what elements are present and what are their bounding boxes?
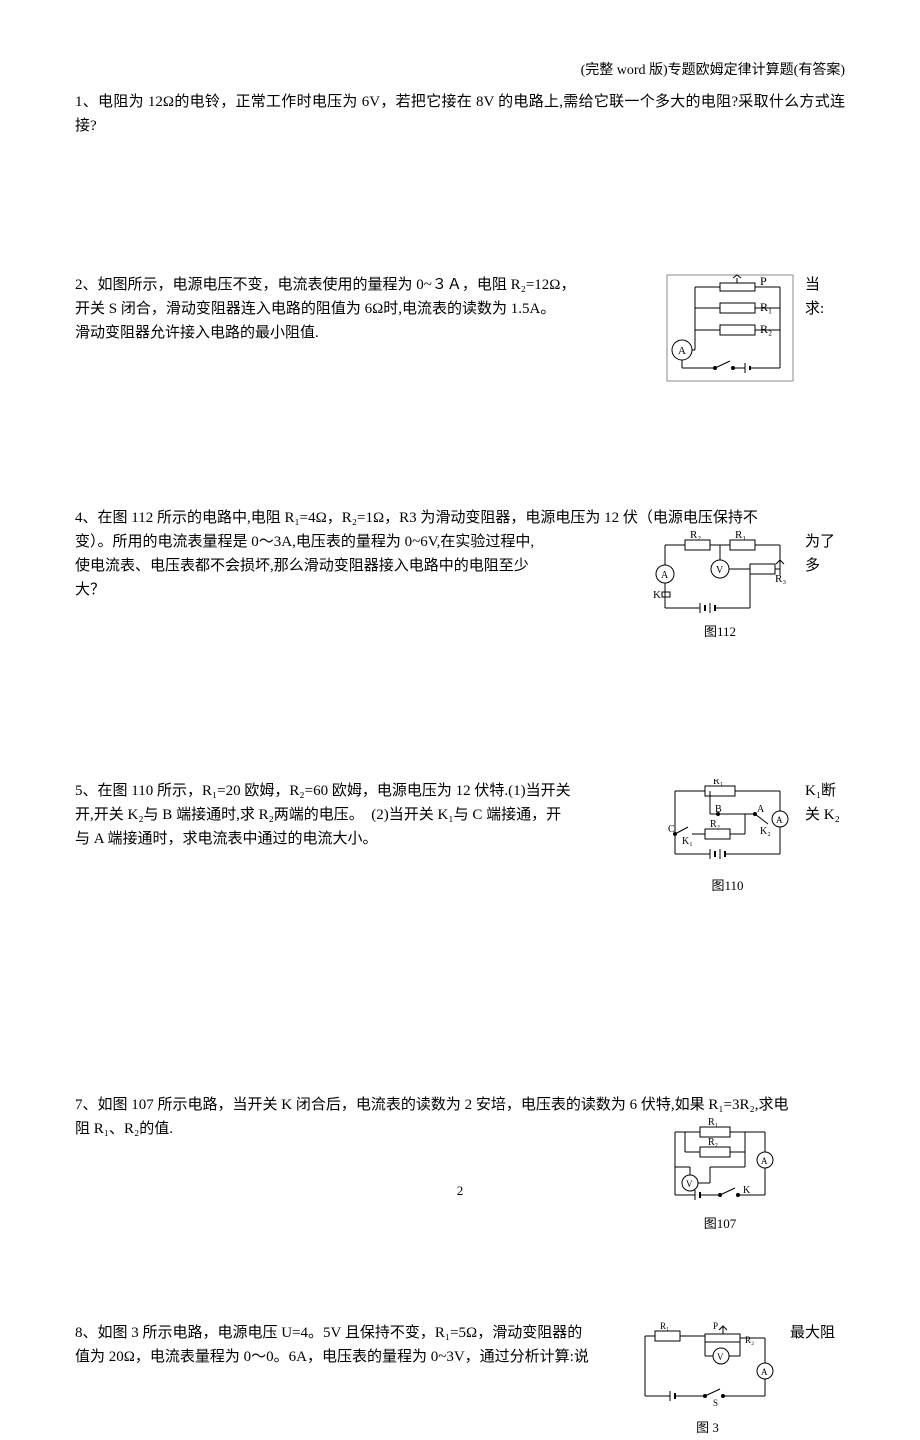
- doc-header: (完整 word 版)专题欧姆定律计算题(有答案): [75, 60, 845, 82]
- circuit-diagram-icon: P R₁ R₂: [665, 273, 795, 383]
- svg-text:K: K: [653, 589, 661, 601]
- svg-text:A: A: [678, 345, 686, 357]
- svg-text:P: P: [713, 1321, 718, 1331]
- question-7: 7、如图 107 所示电路，当开关 K 闭合后，电流表的读数为 2 安培，电压表…: [75, 1093, 845, 1266]
- q4-figure: R₂ R₁ A V: [645, 530, 795, 644]
- q5-line2: 开,开关 K₂与 B 端接通时,求 R₂两端的电压。 (2)当开关 K₁与 C …: [75, 803, 650, 827]
- q4-line3: 使电流表、电压表都不会损坏,那么滑动变阻器接入电路中的电阻至少: [75, 554, 635, 578]
- svg-text:R₁: R₁: [708, 1117, 718, 1128]
- q5-caption: 图110: [660, 876, 795, 897]
- svg-text:R₂: R₂: [760, 322, 772, 336]
- q8-trail1: 最大阻: [790, 1321, 845, 1345]
- q1-text: 1、电阻为 12Ω的电铃，正常工作时电压为 6V，若把它接在 8V 的电路上,需…: [75, 90, 845, 138]
- svg-text:A: A: [761, 1156, 768, 1166]
- q7-caption: 图107: [655, 1214, 785, 1235]
- q4-trail3: 多: [805, 554, 845, 578]
- q2-line1: 2、如图所示，电源电压不变，电流表使用的量程为 0~３Ａ，电阻 R₂=12Ω，: [75, 273, 655, 297]
- circuit-diagram-icon: R₂ R₁ A V: [645, 530, 795, 620]
- q4-caption: 图112: [645, 622, 795, 643]
- question-4: 4、在图 112 所示的电路中,电阻 R₁=4Ω，R₂=1Ω，R3 为滑动变阻器…: [75, 506, 845, 724]
- svg-text:K₁: K₁: [682, 836, 693, 847]
- q4-trail2: 为了: [805, 530, 845, 554]
- question-5: 5、在图 110 所示，R₁=20 欧姆，R₂=60 欧姆，电源电压为 12 伏…: [75, 779, 845, 1038]
- q2-trail2: 求:: [805, 297, 845, 321]
- q5-trail2: 关 K₂: [805, 803, 845, 827]
- q5-line1: 5、在图 110 所示，R₁=20 欧姆，R₂=60 欧姆，电源电压为 12 伏…: [75, 779, 650, 803]
- svg-text:V: V: [686, 1179, 693, 1189]
- q2-line3: 滑动变阻器允许接入电路的最小阻值.: [75, 321, 655, 345]
- svg-text:R₁: R₁: [760, 300, 772, 314]
- q2-trail1: 当: [805, 273, 845, 297]
- q4-line1: 4、在图 112 所示的电路中,电阻 R₁=4Ω，R₂=1Ω，R3 为滑动变阻器…: [75, 506, 845, 530]
- q8-figure: R₁ P R₂ V: [635, 1321, 780, 1440]
- svg-text:V: V: [717, 1352, 724, 1362]
- q2-figure: P R₁ R₂: [665, 273, 795, 391]
- svg-text:A: A: [661, 570, 669, 581]
- svg-text:R₂: R₂: [745, 1335, 754, 1345]
- svg-text:A: A: [761, 1367, 768, 1377]
- circuit-diagram-icon: R₁ P R₂ V: [635, 1321, 780, 1416]
- q8-caption: 图 3: [635, 1418, 780, 1439]
- q4-line4: 大？: [75, 578, 635, 602]
- svg-text:R₂: R₂: [710, 819, 720, 830]
- q5-line3: 与 A 端接通时，求电流表中通过的电流大小。: [75, 827, 650, 851]
- circuit-diagram-icon: R₁ R₂ A: [655, 1117, 785, 1212]
- q5-trail1: K₁断: [805, 779, 845, 803]
- svg-text:R₁: R₁: [735, 530, 746, 541]
- svg-text:S: S: [713, 1398, 718, 1408]
- q7-figure: R₁ R₂ A: [655, 1117, 785, 1236]
- svg-text:K: K: [743, 1185, 751, 1196]
- svg-text:R₁: R₁: [713, 779, 723, 787]
- svg-text:R₂: R₂: [690, 530, 701, 541]
- question-2: 2、如图所示，电源电压不变，电流表使用的量程为 0~３Ａ，电阻 R₂=12Ω， …: [75, 273, 845, 451]
- svg-text:V: V: [716, 565, 724, 576]
- q8-line1: 8、如图 3 所示电路，电源电压 U=4。5V 且保持不变，R₁=5Ω，滑动变阻…: [75, 1321, 625, 1345]
- circuit-diagram-icon: R₁ B A K₂ A: [660, 779, 795, 874]
- question-1: 1、电阻为 12Ω的电铃，正常工作时电压为 6V，若把它接在 8V 的电路上,需…: [75, 90, 845, 218]
- q7-line1: 7、如图 107 所示电路，当开关 K 闭合后，电流表的读数为 2 安培，电压表…: [75, 1093, 845, 1117]
- q7-line2: 阻 R₁、R₂的值.: [75, 1117, 645, 1141]
- svg-text:R₃: R₃: [775, 573, 786, 585]
- q5-figure: R₁ B A K₂ A: [660, 779, 795, 898]
- svg-text:P: P: [760, 274, 767, 288]
- page-number: 2: [457, 1181, 464, 1202]
- question-8: 8、如图 3 所示电路，电源电压 U=4。5V 且保持不变，R₁=5Ω，滑动变阻…: [75, 1321, 845, 1440]
- q8-line2: 值为 20Ω，电流表量程为 0～0。6A，电压表的量程为 0~3V，通过分析计算…: [75, 1345, 625, 1369]
- q2-line2: 开关 S 闭合，滑动变阻器连入电路的阻值为 6Ω时,电流表的读数为 1.5A。: [75, 297, 655, 321]
- svg-text:K₂: K₂: [760, 826, 771, 837]
- q4-line2: 变）。所用的电流表量程是 0～3A,电压表的量程为 0~6V,在实验过程中,: [75, 530, 635, 554]
- svg-text:A: A: [757, 804, 765, 815]
- svg-text:R₁: R₁: [660, 1321, 669, 1331]
- svg-text:A: A: [776, 815, 783, 825]
- svg-text:R₂: R₂: [708, 1137, 718, 1148]
